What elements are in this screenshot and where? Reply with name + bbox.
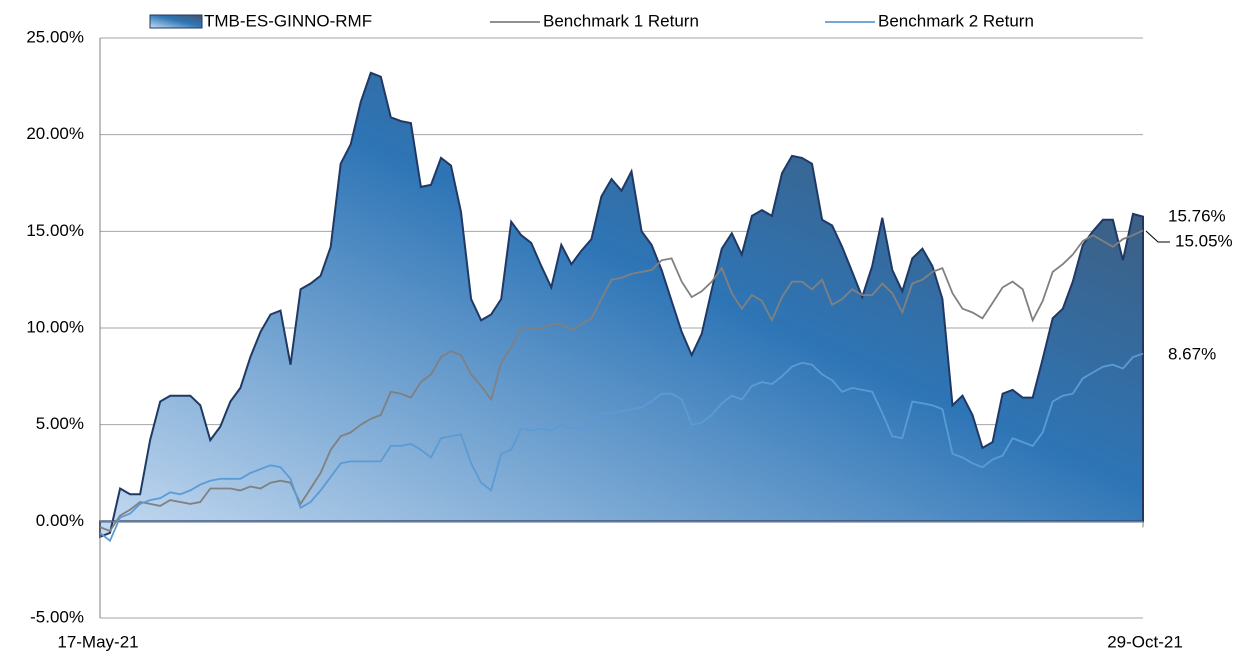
leader-line xyxy=(1145,230,1170,243)
legend-label: Benchmark 1 Return xyxy=(543,11,699,30)
y-tick-label: 25.00% xyxy=(26,27,84,46)
x-tick-label: 17-May-21 xyxy=(57,632,138,651)
y-tick-label: 0.00% xyxy=(36,511,84,530)
line xyxy=(99,352,1144,543)
y-tick-label: 10.00% xyxy=(26,317,84,336)
end-label: 15.76% xyxy=(1168,206,1226,225)
y-tick-label: 5.00% xyxy=(36,414,84,433)
end-label: 15.05% xyxy=(1175,231,1233,250)
y-tick-label: 20.00% xyxy=(26,124,84,143)
line xyxy=(99,229,1144,533)
legend-swatch xyxy=(149,14,203,29)
area xyxy=(99,71,1144,539)
y-tick-label: 15.00% xyxy=(26,221,84,240)
legend-label: TMB-ES-GINNO-RMF xyxy=(204,11,372,30)
x-tick-label: 29-Oct-21 xyxy=(1107,632,1183,651)
legend-label: Benchmark 2 Return xyxy=(878,11,1034,30)
y-tick-label: -5.00% xyxy=(30,607,84,626)
end-label: 8.67% xyxy=(1168,344,1216,363)
